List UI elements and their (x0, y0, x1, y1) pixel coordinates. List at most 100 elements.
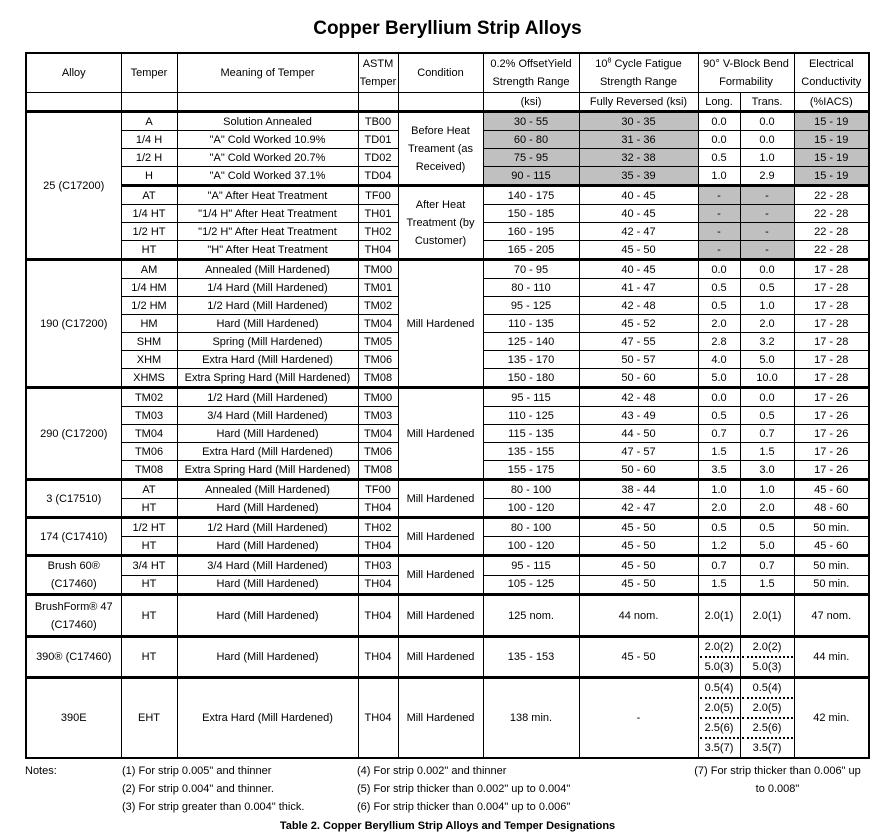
yield-cell: 115 - 135 (482, 424, 580, 443)
fatigue-cell: 32 - 38 (578, 148, 699, 167)
fatigue-cell: 35 - 39 (578, 166, 699, 186)
astm-cell: TH02 (357, 222, 399, 241)
temper-cell: SHM (120, 332, 178, 351)
bend-trans-cell: - (739, 240, 795, 260)
temper-cell: HT (120, 536, 178, 556)
yield-cell: 60 - 80 (482, 130, 580, 149)
header-fatigue: 108 Cycle Fatigue Strength Range (578, 52, 699, 93)
bend-trans-cell: 0.0 (739, 258, 795, 279)
fatigue-cell: 45 - 52 (578, 314, 699, 333)
condition-cell: Mill Hardened (397, 258, 484, 388)
table-row: H "A" Cold Worked 37.1% TD04 90 - 115 35 - 3… (26, 166, 870, 186)
conductivity-cell: 15 - 19 (793, 148, 870, 167)
alloy-cell: 390® (C17460) (25, 635, 122, 678)
bend-long-cell: 0.5 (697, 148, 741, 167)
yield-cell: 80 - 110 (482, 278, 580, 297)
meaning-cell: 1/2 Hard (Mill Hardened) (176, 296, 359, 315)
bend-long-cell: 0.5 (697, 406, 741, 425)
meaning-cell: 3/4 Hard (Mill Hardened) (176, 554, 359, 576)
bend-long-cell: 0.5 (697, 516, 741, 537)
meaning-cell: Hard (Mill Hardened) (176, 424, 359, 443)
bend-long-cell: 2.8 (697, 332, 741, 351)
astm-cell: TH01 (357, 204, 399, 223)
bend-trans-cell: 0.7 (739, 554, 795, 576)
bend-trans-cell: 0.5 (739, 406, 795, 425)
temper-cell: TM03 (120, 406, 178, 425)
bend-long-cell: 1.0 (697, 478, 741, 499)
bend-long-cell: 0.7 (697, 554, 741, 576)
alloy-cell: 190 (C17200) (25, 258, 122, 388)
temper-cell: EHT (120, 676, 178, 759)
bend-long-cell: 0.5 (697, 278, 741, 297)
fatigue-cell: 50 - 60 (578, 368, 699, 388)
fatigue-cell: 45 - 50 (578, 574, 699, 595)
meaning-cell: Hard (Mill Hardened) (176, 536, 359, 556)
bend-trans-cell: 0.0 (739, 386, 795, 407)
meaning-cell: Extra Spring Hard (Mill Hardened) (176, 460, 359, 480)
bend-long-cell: 1.5 (697, 442, 741, 461)
condition-cell: Mill Hardened (397, 386, 484, 480)
yield-cell: 90 - 115 (482, 166, 580, 186)
header-elec: Electrical Conductivity (793, 52, 870, 93)
bend-long-cell: 0.0 (697, 386, 741, 407)
table-row: BrushForm® 47 (C17460) HT Hard (Mill Harde… (25, 593, 870, 637)
fatigue-cell: 47 - 55 (578, 332, 699, 351)
temper-cell: AM (120, 258, 178, 279)
note: (3) For strip greater than 0.004" thick. (122, 801, 305, 813)
alloy-cell: 390E (25, 676, 122, 759)
bend-long-cell: 3.5 (697, 460, 741, 480)
yield-cell: 30 - 55 (482, 110, 580, 131)
header-bend: 90° V-Block Bend Formability (697, 52, 795, 93)
yield-cell: 105 - 125 (482, 574, 580, 595)
bend-long-cell: - (697, 184, 741, 205)
yield-cell: 110 - 125 (482, 406, 580, 425)
fatigue-cell: 45 - 50 (578, 554, 699, 576)
header-blank (176, 92, 359, 112)
condition-cell: Mill Hardened (397, 478, 484, 518)
temper-cell: TM04 (120, 424, 178, 443)
conductivity-cell: 22 - 28 (793, 222, 870, 241)
astm-cell: TH04 (357, 536, 399, 556)
temper-cell: H (120, 166, 178, 186)
bend-long-cell: 0.5 (697, 296, 741, 315)
bend-long-cell: 1.0 (697, 166, 741, 186)
bend-trans-cell: 2.0(1) (739, 593, 795, 637)
temper-cell: XHMS (120, 368, 178, 388)
yield-cell: 95 - 125 (482, 296, 580, 315)
header-blank (120, 92, 178, 112)
table-row: HT "H" After Heat Treatment TH04 165 - 205 4… (26, 240, 870, 260)
yield-cell: 95 - 115 (482, 386, 580, 407)
bend-long-cell: - (697, 240, 741, 260)
yield-cell: 100 - 120 (482, 498, 580, 518)
table-row: HT Hard (Mill Hardened) TH04 105 - 125 45 - … (26, 574, 870, 595)
bend-trans-cell: 3.2 (739, 332, 795, 351)
temper-cell: TM06 (120, 442, 178, 461)
bend-long-cell: 0.7 (697, 424, 741, 443)
conductivity-cell: 22 - 28 (793, 204, 870, 223)
meaning-cell: 1/2 Hard (Mill Hardened) (176, 386, 359, 407)
temper-cell: 1/4 H (120, 130, 178, 149)
meaning-cell: "A" Cold Worked 10.9% (176, 130, 359, 149)
astm-cell: TM04 (357, 314, 399, 333)
yield-cell: 135 - 170 (482, 350, 580, 369)
note: (1) For strip 0.005" and thinner (122, 765, 272, 777)
astm-cell: TH02 (357, 516, 399, 537)
astm-cell: TM00 (357, 258, 399, 279)
meaning-cell: 1/4 Hard (Mill Hardened) (176, 278, 359, 297)
temper-cell: HT (120, 635, 178, 678)
table-row: Brush 60® (C17460) 3/4 HT 3/4 Hard (Mill H… (25, 554, 870, 595)
meaning-cell: "1/4 H" After Heat Treatment (176, 204, 359, 223)
conductivity-cell: 45 - 60 (793, 536, 870, 556)
fatigue-cell: 40 - 45 (578, 184, 699, 205)
bend-trans-cell: 10.0 (739, 368, 795, 388)
bend-long-cell: 0.0 (697, 258, 741, 279)
alloy-cell: Brush 60® (C17460) (25, 554, 122, 595)
astm-cell: TH04 (357, 498, 399, 518)
bend-value: 2.0(2) (699, 640, 739, 658)
fatigue-cell: 45 - 50 (578, 635, 699, 678)
astm-cell: TB00 (357, 110, 399, 131)
note: (5) For strip thicker than 0.002" up to … (357, 783, 571, 795)
bend-value: 0.5(4) (699, 680, 739, 699)
temper-cell: AT (120, 478, 178, 499)
conductivity-cell: 22 - 28 (793, 184, 870, 205)
